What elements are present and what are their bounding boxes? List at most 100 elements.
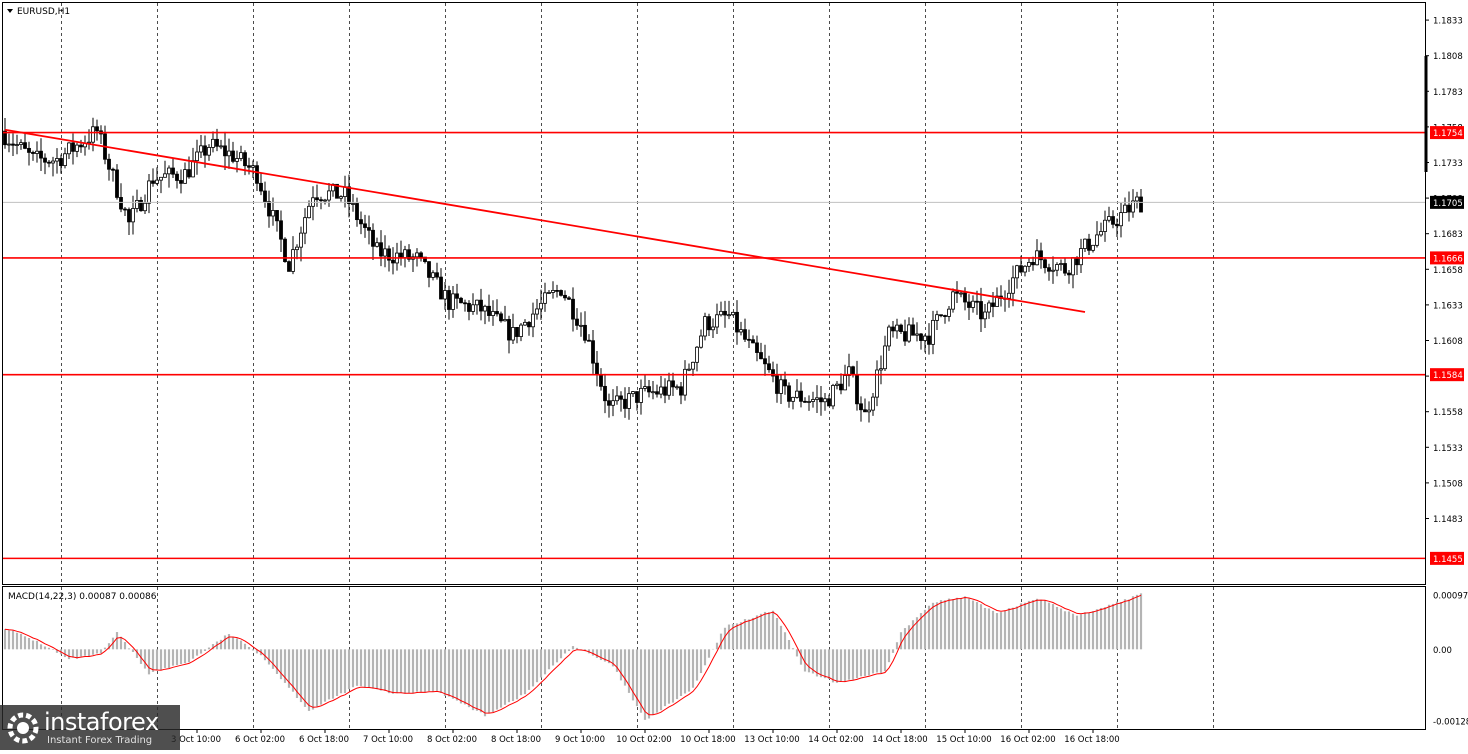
candle xyxy=(635,391,639,411)
trendline-layer[interactable] xyxy=(4,128,1086,313)
candle-body xyxy=(7,143,11,146)
candle xyxy=(767,355,771,373)
candle-body xyxy=(315,197,319,201)
gear-icon xyxy=(7,712,39,744)
candle xyxy=(1103,210,1107,242)
candle-body xyxy=(243,152,247,167)
candle-body xyxy=(363,223,367,228)
candle xyxy=(59,154,63,174)
candle xyxy=(671,372,675,396)
time-axis[interactable]: 3 Oct 10:00 6 Oct 02:00 6 Oct 18:00 7 Oct 1… xyxy=(171,729,1120,745)
price-tick-label: 1.1558 xyxy=(1433,408,1463,418)
candle-body xyxy=(419,252,423,258)
candle xyxy=(339,195,343,202)
candle-body xyxy=(679,386,683,396)
dropdown-triangle-icon[interactable] xyxy=(7,9,13,13)
candle-body xyxy=(639,387,643,403)
candle xyxy=(351,194,355,212)
candle xyxy=(619,391,623,412)
candle xyxy=(107,153,111,181)
candle xyxy=(823,393,827,411)
candle-body xyxy=(883,345,887,370)
candle xyxy=(927,323,931,355)
candle xyxy=(1135,191,1139,209)
candle xyxy=(179,169,183,194)
candle xyxy=(907,317,911,343)
candle xyxy=(147,173,151,214)
candle xyxy=(123,206,127,217)
candle xyxy=(875,360,879,407)
candle-body xyxy=(55,158,59,162)
candle-body xyxy=(1139,196,1143,213)
candle xyxy=(675,384,679,390)
candle xyxy=(151,168,155,187)
candle-body xyxy=(1051,269,1055,272)
candle-body xyxy=(907,324,911,342)
candle-body xyxy=(483,305,487,312)
candle xyxy=(1059,259,1063,271)
symbol-title[interactable]: EURUSD,H1 xyxy=(7,7,70,17)
candle xyxy=(611,389,615,417)
candle xyxy=(15,134,19,155)
candle xyxy=(39,138,43,172)
candle xyxy=(735,300,739,345)
candle-body xyxy=(859,403,863,411)
candle-body xyxy=(1015,265,1019,279)
candle xyxy=(863,398,867,413)
candle-body xyxy=(595,362,599,376)
candle-body xyxy=(867,409,871,413)
candle-body xyxy=(911,324,915,336)
candle-body xyxy=(967,301,971,308)
candle xyxy=(1087,233,1091,255)
candle-body xyxy=(179,180,183,184)
macd-tick-label: -0.00128 xyxy=(1433,718,1468,728)
candle-body xyxy=(803,400,807,403)
candle xyxy=(175,171,179,189)
candle xyxy=(1043,258,1047,274)
macd-indicator xyxy=(3,593,1143,720)
candle xyxy=(903,319,907,346)
candle-body xyxy=(543,292,547,304)
candle-body xyxy=(1047,267,1051,272)
candle xyxy=(535,298,539,320)
candle-body xyxy=(427,261,431,278)
candle-body xyxy=(899,324,903,332)
candle xyxy=(895,318,899,339)
price-tick-label: 1.1533 xyxy=(1433,444,1463,454)
horizontal-levels[interactable] xyxy=(3,131,1425,560)
candle-body xyxy=(1079,248,1083,266)
candle-body xyxy=(499,313,503,322)
candle-body xyxy=(923,335,927,341)
candle xyxy=(723,300,727,328)
candle-body xyxy=(527,321,531,328)
candle xyxy=(307,200,311,219)
logo-brand: instaforex xyxy=(44,708,159,736)
candle xyxy=(279,210,283,252)
trendline[interactable] xyxy=(4,128,1086,313)
candle xyxy=(51,156,55,177)
candle-body xyxy=(231,150,235,162)
candle-body xyxy=(43,157,47,163)
candle xyxy=(787,382,791,408)
candle-body xyxy=(19,142,23,145)
candle xyxy=(467,300,471,321)
candle-body xyxy=(799,390,803,402)
candle xyxy=(935,310,939,331)
candle-body xyxy=(983,311,987,320)
candle-body xyxy=(739,329,743,333)
candle xyxy=(1139,189,1143,213)
candle-body xyxy=(723,310,727,316)
price-axis[interactable]: 1.18331.18081.17831.17581.17331.17081.16… xyxy=(1424,17,1468,728)
candle-body xyxy=(807,401,811,403)
candle-body xyxy=(235,158,239,162)
candle xyxy=(359,211,363,235)
candle xyxy=(543,282,547,312)
candle-body xyxy=(763,358,767,365)
candle xyxy=(255,161,259,192)
candle xyxy=(715,303,719,335)
candle-body xyxy=(59,158,63,166)
candle xyxy=(747,329,751,349)
candle xyxy=(435,262,439,280)
